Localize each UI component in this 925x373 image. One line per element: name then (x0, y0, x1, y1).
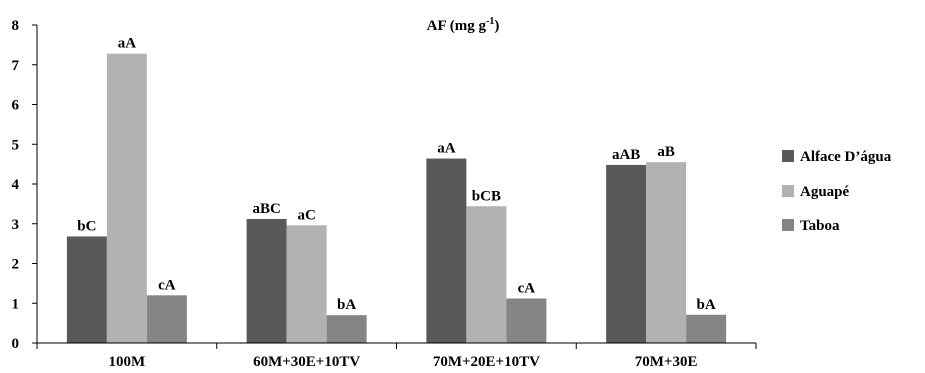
bar (426, 158, 467, 343)
data-label: cA (518, 280, 536, 296)
data-label: aAB (612, 147, 640, 163)
legend-label: Alface D’água (800, 149, 892, 165)
category-labels: 100M 60M+30E+10TV 70M+20E+10TV 70M+30E (109, 354, 698, 370)
legend-swatch (782, 185, 794, 197)
bar (246, 218, 287, 343)
y-tick-label: 8 (12, 18, 20, 34)
y-tick-label: 5 (12, 137, 20, 153)
bar (146, 295, 187, 343)
y-tick-label: 4 (12, 177, 20, 193)
y-tick-label: 3 (12, 217, 20, 233)
bar (286, 225, 327, 343)
y-tick-label: 6 (12, 98, 20, 114)
chart-title: AF (mg g-1) (427, 16, 500, 34)
legend-swatch (782, 219, 794, 231)
y-tick-label: 1 (12, 296, 20, 312)
axes (36, 25, 757, 349)
bar (646, 162, 687, 343)
data-label: aB (657, 144, 675, 160)
legend-label: Aguapé (800, 184, 850, 200)
legend: Alface D’água Aguapé Taboa (782, 149, 892, 234)
bar (466, 206, 507, 343)
data-label: bA (337, 297, 356, 313)
y-tick-label: 7 (12, 58, 20, 74)
data-label: aA (437, 141, 456, 157)
legend-swatch (782, 150, 794, 162)
legend-label: Taboa (800, 218, 840, 234)
bar (506, 298, 547, 343)
category-label: 100M (109, 354, 146, 370)
y-axis-ticks: 0 1 2 3 4 5 6 7 8 (12, 18, 37, 352)
data-label: aC (297, 207, 315, 223)
data-label: aBC (252, 201, 280, 217)
bar (686, 314, 727, 343)
data-label: aA (118, 36, 137, 52)
bar (326, 315, 367, 343)
bar (106, 53, 147, 344)
data-label: bA (697, 297, 716, 313)
data-label: cA (158, 277, 176, 293)
bar (606, 164, 647, 343)
category-label: 60M+30E+10TV (253, 354, 360, 370)
data-label: bCB (472, 188, 501, 204)
y-tick-label: 2 (12, 257, 20, 273)
y-tick-label: 0 (12, 336, 20, 352)
bar-group (66, 53, 727, 344)
bar (66, 236, 107, 343)
category-label: 70M+30E (635, 354, 698, 370)
data-label: bC (77, 218, 96, 234)
data-labels: bC aA cA aBC aC bA aA bCB cA aAB aB bA (77, 36, 716, 314)
category-label: 70M+20E+10TV (433, 354, 540, 370)
